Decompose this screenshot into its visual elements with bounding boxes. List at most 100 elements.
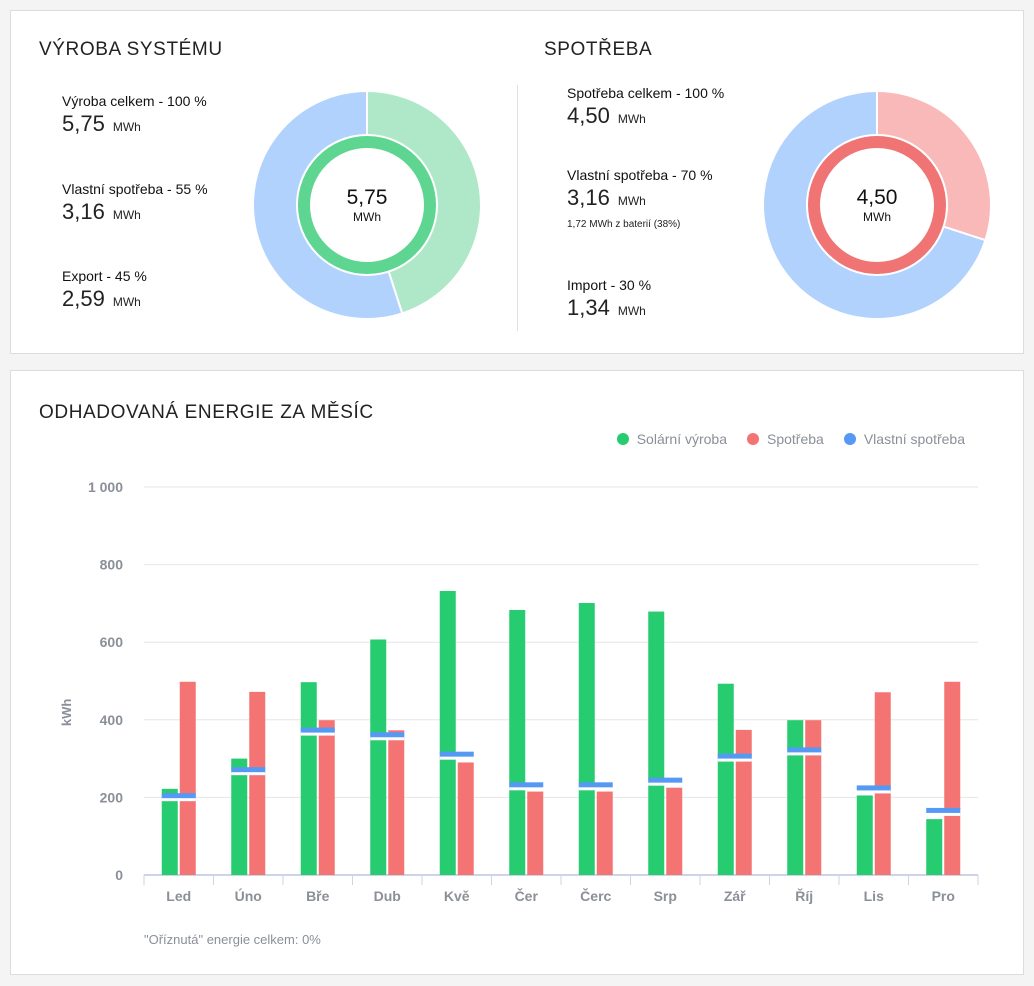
x-category-label: Čerc	[580, 887, 611, 904]
bar-solar[interactable]	[856, 795, 873, 875]
legend-item-self[interactable]: Vlastní spotřeba	[843, 431, 965, 447]
bar-consumption[interactable]	[318, 720, 335, 875]
consumption-title: SPOTŘEBA	[544, 39, 653, 60]
x-category-label: Bře	[306, 888, 330, 904]
bar-consumption[interactable]	[388, 730, 405, 875]
stat-label: Vlastní spotřeba - 70 %	[567, 167, 713, 183]
consumption-stat-import: Import - 30 % 1,34 MWh	[567, 277, 651, 321]
chart-legend: Solární výroba Spotřeba Vlastní spotřeba	[616, 431, 965, 447]
production-stat-export: Export - 45 % 2,59 MWh	[62, 268, 147, 312]
marker-self-consumption[interactable]	[509, 782, 544, 788]
stat-value: 3,16 MWh	[62, 199, 141, 224]
bar-solar[interactable]	[648, 611, 665, 875]
donut-center-unit: MWh	[863, 210, 891, 224]
stat-value: 3,16 MWh	[567, 185, 646, 210]
consumption-donut-segment-1[interactable]	[762, 89, 987, 320]
marker-self-consumption[interactable]	[648, 777, 683, 783]
x-category-label: Lis	[864, 888, 884, 904]
consumption-donut-svg	[762, 89, 992, 320]
x-category-label: Úno	[235, 887, 262, 904]
x-category-label: Zář	[724, 888, 746, 904]
marker-self-consumption[interactable]	[161, 793, 196, 799]
legend-item-solar[interactable]: Solární výroba	[616, 431, 727, 447]
self-marker-gap	[161, 795, 196, 802]
stat-label: Export - 45 %	[62, 268, 147, 284]
bar-consumption[interactable]	[457, 762, 474, 875]
stat-label: Vlastní spotřeba - 55 %	[62, 181, 208, 197]
x-category-label: Led	[166, 888, 191, 904]
bar-consumption[interactable]	[527, 791, 544, 875]
x-category-label: Pro	[932, 888, 955, 904]
production-stat-self: Vlastní spotřeba - 55 % 3,16 MWh	[62, 181, 208, 225]
stat-value: 1,34 MWh	[567, 295, 646, 320]
bar-consumption[interactable]	[735, 729, 752, 875]
bar-solar[interactable]	[439, 590, 456, 875]
stat-value: 5,75 MWh	[62, 111, 141, 136]
production-stat-total: Výroba celkem - 100 % 5,75 MWh	[62, 93, 207, 137]
marker-self-consumption[interactable]	[439, 751, 474, 757]
bar-solar[interactable]	[300, 682, 317, 875]
self-marker-gap	[856, 787, 891, 794]
monthly-bar-chart: 0 200 400 600 800 1 000 kWh Led Úno Bře Dub Kvě Čer Č…	[59, 479, 979, 904]
production-title: VÝROBA SYSTÉMU	[39, 39, 223, 60]
production-donut: 5,75 MWh	[252, 89, 482, 320]
self-marker-gap	[439, 753, 474, 760]
bar-solar[interactable]	[926, 819, 943, 875]
legend-item-consumption[interactable]: Spotřeba	[747, 431, 824, 447]
stat-label: Spotřeba celkem - 100 %	[567, 85, 725, 101]
stat-label: Import - 30 %	[567, 277, 652, 293]
production-donut-segment-0[interactable]	[366, 89, 482, 315]
legend-label: Solární výroba	[636, 431, 727, 447]
section-divider	[517, 85, 518, 331]
consumption-donut-center: 4,50 MWh	[762, 90, 992, 320]
summary-card: VÝROBA SYSTÉMU Výroba celkem - 100 % 5,7…	[10, 10, 1024, 354]
bar-solar[interactable]	[161, 788, 178, 875]
bar-solar[interactable]	[370, 639, 387, 875]
marker-self-consumption[interactable]	[856, 785, 891, 791]
marker-self-consumption[interactable]	[787, 747, 822, 753]
donut-center-value: 5,75	[346, 186, 388, 209]
legend-label: Spotřeba	[767, 431, 824, 447]
marker-self-consumption[interactable]	[578, 782, 613, 788]
bar-consumption[interactable]	[944, 681, 961, 875]
marker-self-consumption[interactable]	[300, 727, 335, 733]
x-category-label: Čer	[515, 887, 539, 904]
donut-center-unit: MWh	[353, 210, 381, 224]
legend-label: Vlastní spotřeba	[863, 431, 965, 447]
bar-consumption[interactable]	[596, 791, 613, 875]
bar-solar[interactable]	[578, 603, 595, 875]
marker-self-consumption[interactable]	[926, 807, 961, 813]
marker-self-consumption[interactable]	[231, 767, 266, 773]
monthly-card: ODHADOVANÁ ENERGIE ZA MĚSÍC Solární výro…	[10, 370, 1024, 975]
x-category-label: Kvě	[444, 888, 470, 904]
production-donut-center: 5,75 MWh	[252, 90, 482, 320]
bar-solar[interactable]	[717, 683, 734, 875]
x-category-label: Srp	[654, 888, 677, 904]
stat-label: Výroba celkem - 100 %	[62, 93, 207, 109]
legend-dot	[747, 433, 759, 445]
self-marker-gap	[926, 809, 961, 816]
marker-self-consumption[interactable]	[717, 753, 752, 759]
marker-self-consumption[interactable]	[370, 732, 405, 738]
bar-consumption[interactable]	[874, 692, 891, 875]
consumption-donut-inner-ring	[808, 136, 946, 274]
bar-consumption[interactable]	[179, 681, 196, 875]
bar-solar[interactable]	[787, 720, 804, 875]
battery-note: 1,72 MWh z baterií (38%)	[567, 219, 681, 230]
bar-consumption[interactable]	[805, 720, 822, 875]
stat-value: 2,59 MWh	[62, 286, 141, 311]
consumption-donut-segment-0[interactable]	[876, 89, 992, 242]
consumption-donut: 4,50 MWh	[762, 89, 992, 320]
production-donut-segment-1[interactable]	[252, 89, 404, 320]
bar-solar[interactable]	[231, 758, 248, 875]
donut-center-value: 4,50	[856, 186, 898, 209]
bar-consumption[interactable]	[249, 691, 266, 875]
consumption-stat-self: Vlastní spotřeba - 70 % 3,16 MWh 1,72 MWh…	[567, 167, 713, 230]
bar-consumption[interactable]	[666, 787, 683, 875]
legend-dot	[843, 433, 856, 445]
legend-dot	[616, 433, 629, 445]
bar-solar[interactable]	[509, 609, 526, 875]
y-tick-label: 200	[100, 789, 124, 805]
y-tick-label: 1 000	[88, 479, 123, 495]
y-tick-label: 800	[100, 557, 124, 573]
